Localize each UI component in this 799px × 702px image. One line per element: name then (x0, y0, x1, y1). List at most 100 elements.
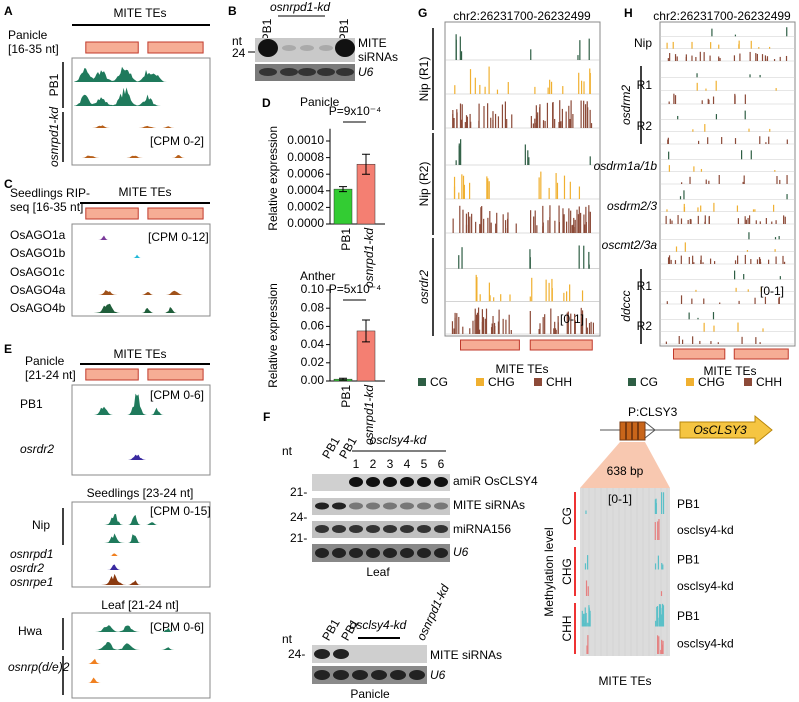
label: MITE siRNAs (453, 498, 525, 512)
y-tick-label: 0.08 (301, 300, 325, 314)
blot-band (383, 548, 397, 558)
label: E (4, 342, 12, 356)
label: Relative expression (266, 126, 280, 231)
label: OsAGO4b (10, 301, 66, 315)
label: ddccc (619, 290, 633, 321)
label: 3 (387, 457, 394, 471)
te-box (460, 339, 520, 351)
blot-band (315, 502, 329, 510)
label: PB1 (337, 18, 351, 41)
label: osnrpd1-kd (47, 107, 61, 167)
coverage-track (74, 290, 208, 295)
blot-band (383, 502, 397, 510)
error-bar (339, 377, 347, 381)
blot-band (409, 670, 425, 680)
label: [0-1] (608, 492, 632, 506)
blot-band (417, 548, 431, 558)
y-tick-label: 0.0006 (287, 166, 324, 180)
label: osrdr2 (20, 442, 54, 456)
label: Seedlings RIP- (10, 186, 90, 200)
te-box (85, 207, 139, 220)
blot-band (282, 45, 296, 51)
label: Nip (R2) (417, 162, 431, 207)
coverage-track (74, 658, 208, 664)
label: miRNA156 (453, 522, 511, 536)
label: PB1 (260, 18, 274, 41)
label: OsAGO4a (10, 283, 66, 297)
coverage-track (74, 677, 208, 683)
blot-band (400, 477, 414, 487)
coverage-track (74, 254, 208, 258)
blot-band (434, 548, 448, 558)
te-box (147, 41, 204, 54)
blot-band (349, 525, 363, 533)
legend-label: CHG (488, 375, 515, 389)
blot-band (314, 649, 330, 659)
label: F (263, 410, 270, 424)
label: [CPM 0-12] (148, 230, 209, 244)
blot-band (417, 502, 431, 510)
label: osrdr2 (417, 270, 431, 304)
label: Nip (634, 36, 652, 50)
te-box (85, 368, 139, 381)
label: 24- (290, 510, 307, 524)
coverage-track (74, 155, 208, 158)
coverage-track (74, 303, 208, 313)
te-box (529, 339, 593, 351)
label: R1 (637, 78, 653, 92)
label: osnrpd1-kd (270, 0, 330, 14)
label: MITE TEs (495, 362, 548, 376)
label: [21-24 nt] (25, 368, 76, 382)
te-box (673, 348, 726, 360)
label: R2 (637, 119, 653, 133)
label: Leaf (366, 565, 390, 579)
label: oscmt2/3a (602, 238, 658, 252)
label: 1 (353, 457, 360, 471)
label: OsAGO1c (10, 265, 65, 279)
label: chr2:26231700-26232499 (453, 9, 591, 23)
x-tick-label: PB1 (339, 228, 353, 251)
track-frame (71, 612, 211, 699)
label: R2 (637, 319, 653, 333)
label: osclsy4-kd (677, 636, 734, 650)
label: chr2:26231700-26232499 (653, 9, 791, 23)
blot-band (383, 477, 397, 487)
blot (312, 521, 450, 538)
label: 24 (232, 46, 246, 60)
label: PB1 (677, 609, 700, 623)
legend-label: CG (430, 375, 448, 389)
label: osclsy4-kd (370, 433, 427, 447)
label: osdrm2 (619, 85, 633, 125)
label: D (262, 96, 271, 110)
label: R1 (637, 279, 653, 293)
legend-label: CHG (698, 375, 725, 389)
label: PB1 (319, 616, 343, 643)
blot-band (349, 548, 363, 558)
label: MITE TEs (118, 185, 171, 199)
label: OsAGO1b (10, 246, 66, 260)
label: osclsy4-kd (350, 618, 407, 632)
coverage-track (74, 87, 208, 106)
p-value: P=5x10⁻⁴ (329, 282, 382, 296)
blot-band (366, 502, 380, 510)
label: MITE TEs (598, 674, 651, 688)
label: CG (560, 507, 574, 525)
legend-swatch (744, 378, 752, 386)
label: osnrpe1 (10, 575, 53, 589)
x-tick-label: osnrpd1-kd (362, 228, 376, 288)
blot-band (400, 525, 414, 533)
blot-band (352, 670, 368, 680)
legend-swatch (534, 378, 542, 386)
coverage-track (74, 625, 208, 632)
y-tick-label: 0.06 (301, 319, 325, 333)
label: U6 (430, 668, 446, 682)
label: B (228, 4, 237, 18)
blot-band (315, 548, 329, 558)
legend-swatch (686, 378, 694, 386)
te-box (147, 207, 204, 220)
label: G (418, 6, 427, 20)
label: Relative expression (266, 283, 280, 388)
label: P:CLSY3 (628, 405, 678, 419)
blot-band (333, 649, 349, 659)
